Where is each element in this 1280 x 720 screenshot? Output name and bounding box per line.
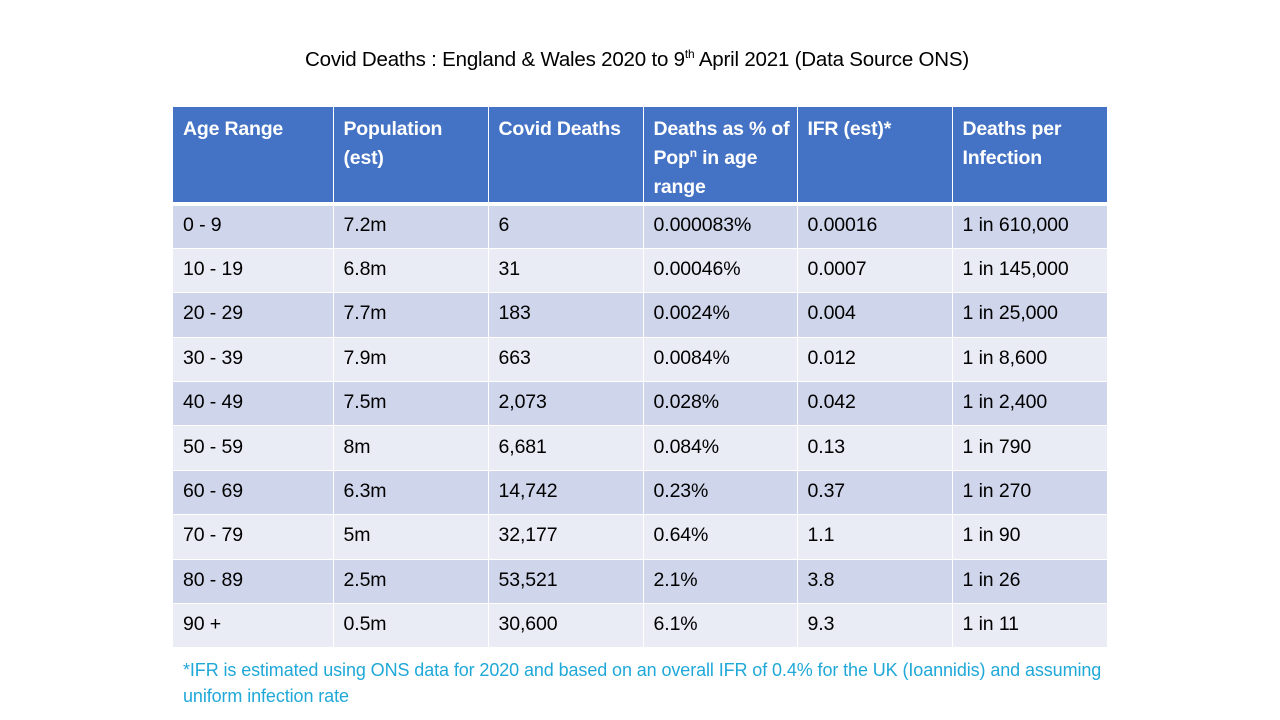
cell-deaths-per-infection: 1 in 790 (951, 425, 1107, 471)
header-deaths-percent-post: in age range (653, 147, 758, 198)
table-row: 20 - 29 7.7m 183 0.0024% 0.004 1 in 25,0… (173, 292, 1107, 338)
table-row: 50 - 59 8m 6,681 0.084% 0.13 1 in 790 (173, 425, 1107, 471)
cell-deaths-percent: 0.000083% (642, 203, 798, 249)
cell-ifr: 0.37 (796, 469, 953, 516)
table-row: 90 + 0.5m 30,600 6.1% 9.3 1 in 11 (173, 603, 1107, 649)
cell-population: 7.2m (332, 203, 489, 249)
cell-population: 7.9m (332, 336, 489, 383)
cell-covid-deaths: 14,742 (487, 469, 644, 516)
cell-covid-deaths: 183 (487, 292, 644, 338)
cell-population: 6.8m (332, 247, 489, 294)
cell-ifr: 0.004 (796, 292, 953, 338)
title-superscript: th (684, 47, 695, 61)
cell-deaths-per-infection: 1 in 90 (951, 514, 1107, 560)
cell-population: 8m (332, 425, 489, 471)
table-row: 30 - 39 7.9m 663 0.0084% 0.012 1 in 8,60… (173, 336, 1107, 383)
cell-deaths-per-infection: 1 in 25,000 (951, 292, 1107, 338)
cell-population: 0.5m (332, 603, 489, 649)
cell-deaths-percent: 0.23% (642, 469, 798, 516)
cell-age-range: 40 - 49 (173, 381, 334, 427)
cell-age-range: 50 - 59 (173, 425, 334, 471)
header-covid-deaths: Covid Deaths (487, 107, 644, 206)
cell-ifr: 0.00016 (796, 203, 953, 249)
header-deaths-percent-pre: Deaths as % of Pop (653, 118, 790, 169)
cell-deaths-per-infection: 1 in 8,600 (951, 336, 1107, 383)
cell-deaths-percent: 0.084% (642, 425, 798, 471)
table-header: Age Range Population (est) Covid Deaths … (173, 107, 1107, 206)
table-row: 0 - 9 7.2m 6 0.000083% 0.00016 1 in 610,… (173, 203, 1107, 249)
cell-deaths-percent: 0.028% (642, 381, 798, 427)
header-population: Population (est) (332, 107, 489, 206)
header-deaths-percent-sup: n (689, 146, 697, 160)
cell-ifr: 1.1 (796, 514, 953, 560)
cell-age-range: 90 + (173, 603, 334, 649)
cell-population: 5m (332, 514, 489, 560)
cell-population: 2.5m (332, 558, 489, 605)
cell-age-range: 20 - 29 (173, 292, 334, 338)
covid-deaths-table: Age Range Population (est) Covid Deaths … (173, 107, 1107, 649)
cell-covid-deaths: 2,073 (487, 381, 644, 427)
header-age-range: Age Range (173, 107, 334, 206)
cell-covid-deaths: 31 (487, 247, 644, 294)
cell-ifr: 0.012 (796, 336, 953, 383)
table-row: 70 - 79 5m 32,177 0.64% 1.1 1 in 90 (173, 514, 1107, 560)
header-deaths-per-infection: Deaths per Infection (951, 107, 1107, 206)
cell-covid-deaths: 32,177 (487, 514, 644, 560)
cell-covid-deaths: 53,521 (487, 558, 644, 605)
cell-deaths-per-infection: 1 in 270 (951, 469, 1107, 516)
cell-ifr: 0.042 (796, 381, 953, 427)
cell-covid-deaths: 6,681 (487, 425, 644, 471)
cell-age-range: 60 - 69 (173, 469, 334, 516)
cell-deaths-per-infection: 1 in 11 (951, 603, 1107, 649)
table-row: 10 - 19 6.8m 31 0.00046% 0.0007 1 in 145… (173, 247, 1107, 294)
cell-covid-deaths: 6 (487, 203, 644, 249)
table-row: 40 - 49 7.5m 2,073 0.028% 0.042 1 in 2,4… (173, 381, 1107, 427)
cell-deaths-per-infection: 1 in 145,000 (951, 247, 1107, 294)
cell-deaths-percent: 6.1% (642, 603, 798, 649)
cell-ifr: 0.0007 (796, 247, 953, 294)
cell-population: 6.3m (332, 469, 489, 516)
cell-covid-deaths: 663 (487, 336, 644, 383)
cell-ifr: 9.3 (796, 603, 953, 649)
title-prefix: Covid Deaths : England & Wales 2020 to 9 (305, 48, 685, 71)
table-row: 60 - 69 6.3m 14,742 0.23% 0.37 1 in 270 (173, 469, 1107, 516)
slide-title: Covid Deaths : England & Wales 2020 to 9… (0, 48, 1274, 72)
cell-ifr: 0.13 (796, 425, 953, 471)
cell-population: 7.5m (332, 381, 489, 427)
cell-age-range: 0 - 9 (173, 203, 334, 249)
cell-age-range: 80 - 89 (173, 558, 334, 605)
cell-covid-deaths: 30,600 (487, 603, 644, 649)
cell-age-range: 30 - 39 (173, 336, 334, 383)
cell-age-range: 70 - 79 (173, 514, 334, 560)
cell-ifr: 3.8 (796, 558, 953, 605)
header-deaths-percent-pop: Deaths as % of Popn in age range (642, 107, 798, 206)
cell-deaths-per-infection: 1 in 2,400 (951, 381, 1107, 427)
cell-deaths-percent: 0.0024% (642, 292, 798, 338)
cell-deaths-percent: 0.00046% (642, 247, 798, 294)
cell-deaths-percent: 0.64% (642, 514, 798, 560)
cell-deaths-percent: 2.1% (642, 558, 798, 605)
cell-population: 7.7m (332, 292, 489, 338)
cell-deaths-per-infection: 1 in 26 (951, 558, 1107, 605)
cell-deaths-percent: 0.0084% (642, 336, 798, 383)
table-row: 80 - 89 2.5m 53,521 2.1% 3.8 1 in 26 (173, 558, 1107, 605)
cell-age-range: 10 - 19 (173, 247, 334, 294)
title-suffix: April 2021 (Data Source ONS) (694, 48, 969, 71)
table-body: 0 - 9 7.2m 6 0.000083% 0.00016 1 in 610,… (173, 203, 1107, 649)
header-row: Age Range Population (est) Covid Deaths … (173, 107, 1107, 206)
header-ifr: IFR (est)* (796, 107, 953, 206)
ifr-footnote: *IFR is estimated using ONS data for 202… (183, 660, 1102, 706)
cell-deaths-per-infection: 1 in 610,000 (951, 203, 1107, 249)
